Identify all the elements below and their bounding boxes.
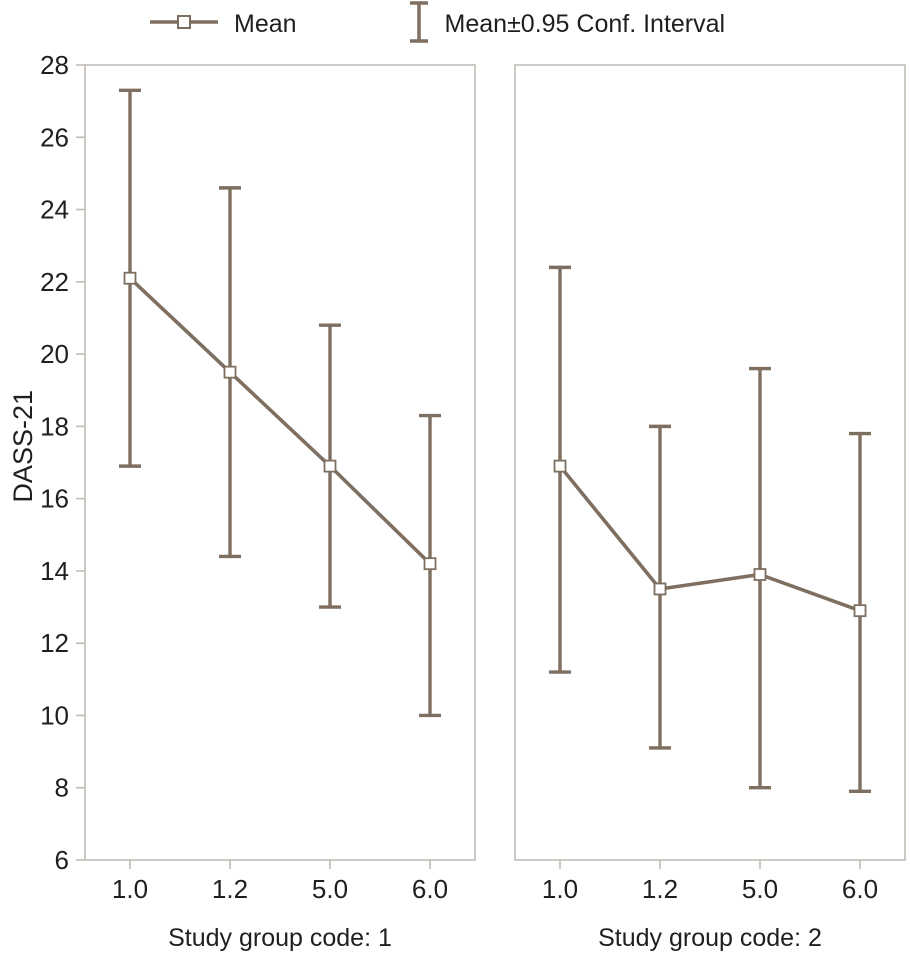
- panel-1: 1.0 1.2 5.0 6.0 6 8 10 12 14 16 18 20 22 24 26 28: [40, 50, 476, 904]
- y-tick-label: 18: [40, 411, 69, 441]
- legend-item-ci: Mean±0.95 Conf. Interval: [407, 0, 726, 51]
- error-bar-icon: [407, 0, 431, 51]
- panel-2: 1.0 1.2 5.0 6.0: [514, 64, 906, 904]
- x-tick-label: 1.2: [212, 874, 248, 904]
- y-tick-label: 14: [40, 556, 69, 586]
- mean-marker: [653, 582, 667, 596]
- y-tick-label: 26: [40, 122, 69, 152]
- mean-line: [128, 276, 432, 565]
- mean-marker: [753, 568, 767, 581]
- y-tick-label: 16: [40, 484, 69, 514]
- y-tick-label: 12: [40, 628, 69, 658]
- x-tick-label: 6.0: [412, 874, 448, 904]
- y-tick-label: 28: [40, 50, 69, 80]
- x-tick-label: 1.2: [642, 874, 678, 904]
- mean-marker: [553, 459, 567, 473]
- legend: Mean Mean±0.95 Conf. Interval: [148, 0, 725, 48]
- mean-marker: [853, 604, 867, 618]
- mean-series-icon: [148, 9, 220, 40]
- mean-marker: [423, 557, 437, 571]
- plot-frame: [84, 64, 476, 861]
- x-tick-label: 5.0: [742, 874, 778, 904]
- mean-line: [558, 464, 861, 613]
- mean-marker: [323, 459, 337, 473]
- x-axis-title-group-2: Study group code: 2: [598, 924, 822, 952]
- x-tick-label: 1.0: [542, 874, 578, 904]
- y-tick-label: 20: [40, 339, 69, 369]
- y-tick-label: 8: [55, 773, 69, 803]
- legend-item-mean: Mean: [148, 9, 297, 40]
- legend-label-ci: Mean±0.95 Conf. Interval: [444, 9, 726, 38]
- x-tick-label: 5.0: [312, 874, 348, 904]
- x-axis-title-group-1: Study group code: 1: [168, 924, 392, 952]
- x-tick-label: 1.0: [112, 874, 148, 904]
- mean-marker: [223, 365, 237, 379]
- y-tick-label: 6: [55, 845, 69, 875]
- x-tick-label: 6.0: [842, 874, 878, 904]
- y-tick-label: 24: [40, 195, 69, 225]
- mean-marker: [123, 271, 137, 285]
- legend-label-mean: Mean: [234, 9, 297, 38]
- plot-frame: [514, 64, 906, 861]
- y-tick-label: 22: [40, 267, 69, 297]
- y-tick-label: 10: [40, 700, 69, 730]
